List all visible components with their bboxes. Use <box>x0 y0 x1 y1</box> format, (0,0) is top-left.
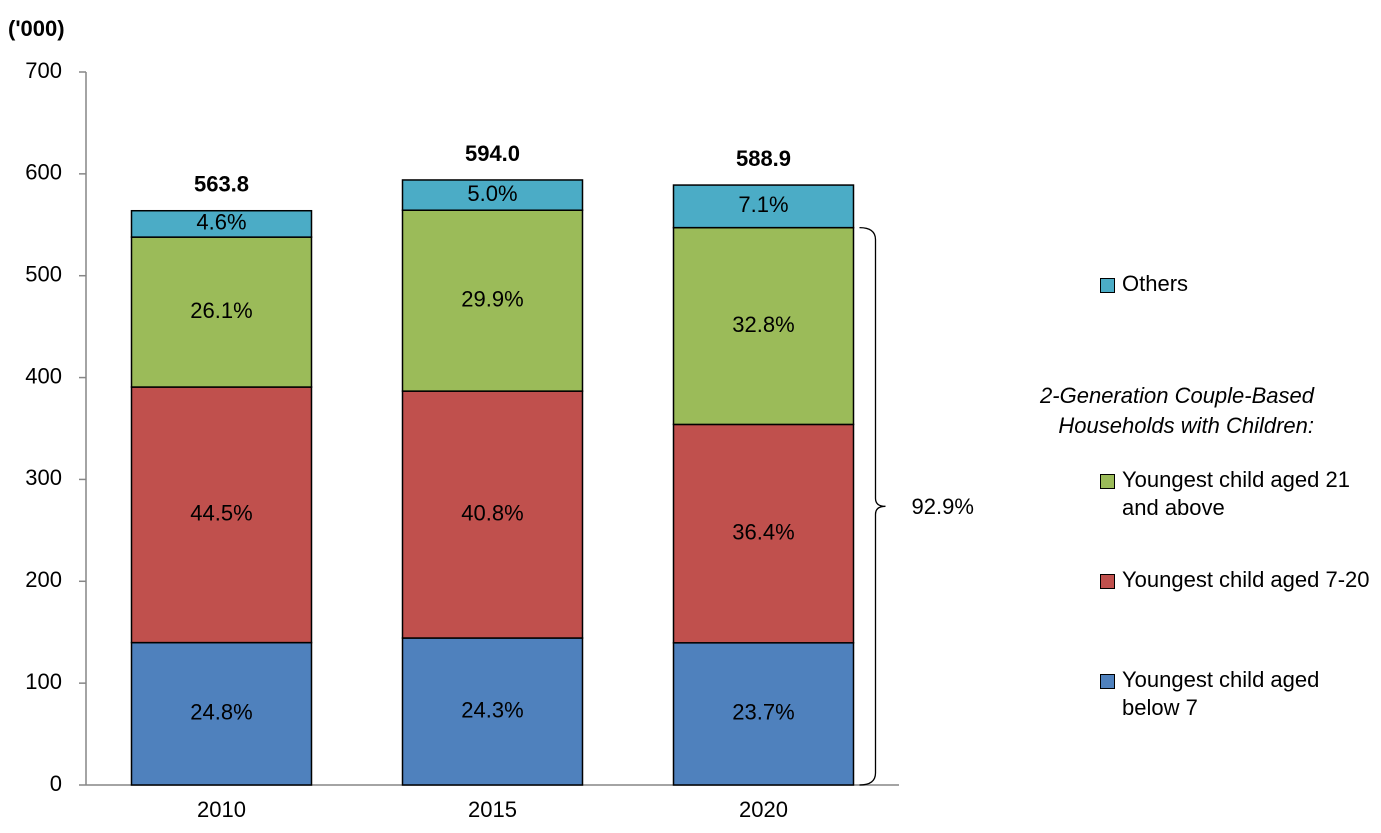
total-label: 588.9 <box>736 146 791 171</box>
bar-segment <box>672 423 855 644</box>
legend-swatch <box>1100 474 1115 489</box>
legend-swatch <box>1100 278 1115 293</box>
total-label: 563.8 <box>194 172 249 197</box>
bar-segment <box>401 209 584 392</box>
segment-label: 4.6% <box>196 210 246 235</box>
legend-swatch <box>1100 574 1115 589</box>
segment-label: 32.8% <box>732 312 794 337</box>
segment-label: 36.4% <box>732 519 794 544</box>
y-tick-label: 300 <box>25 465 62 490</box>
x-tick-label: 2010 <box>197 797 246 822</box>
segment-label: 44.5% <box>190 501 252 526</box>
bar-segment <box>672 642 855 786</box>
y-tick-label: 0 <box>50 771 62 796</box>
bar-segment <box>130 209 313 238</box>
x-tick-label: 2015 <box>468 797 517 822</box>
segment-label: 26.1% <box>190 298 252 323</box>
legend-label: Others <box>1122 271 1189 296</box>
segment-label: 5.0% <box>467 181 517 206</box>
total-label: 594.0 <box>465 141 520 166</box>
bar-segment <box>672 226 855 426</box>
bar-segment <box>672 184 855 229</box>
annotation: 92.9% <box>912 494 974 519</box>
segment-label: 24.3% <box>461 697 523 722</box>
legend-swatch <box>1100 674 1115 689</box>
legend-label: Youngest child aged 7-20 <box>1122 567 1370 592</box>
y-tick-label: 100 <box>25 669 62 694</box>
y-tick-label: 400 <box>25 363 62 388</box>
legend-label: Youngest child aged below 7 <box>1122 667 1320 720</box>
bracket <box>859 226 886 786</box>
segment-label: 24.8% <box>190 700 252 725</box>
bar-segment <box>401 390 584 639</box>
y-tick-label: 200 <box>25 567 62 592</box>
bar-segment <box>401 637 584 786</box>
y-tick-label: 500 <box>25 262 62 287</box>
bar-segment <box>130 236 313 388</box>
y-tick-label: 600 <box>25 160 62 185</box>
bar-segment <box>130 641 313 786</box>
segment-label: 7.1% <box>738 192 788 217</box>
y-axis-label: ('000) <box>8 16 65 41</box>
segment-label: 40.8% <box>461 500 523 525</box>
segment-label: 29.9% <box>461 286 523 311</box>
x-tick-label: 2020 <box>739 797 788 822</box>
bar-segment <box>401 179 584 211</box>
y-tick-label: 700 <box>25 58 62 83</box>
bar-segment <box>130 386 313 644</box>
legend-title: 2-Generation Couple-Based Households wit… <box>1040 383 1314 438</box>
legend-label: Youngest child aged 21 and above <box>1122 467 1350 520</box>
segment-label: 23.7% <box>732 700 794 725</box>
